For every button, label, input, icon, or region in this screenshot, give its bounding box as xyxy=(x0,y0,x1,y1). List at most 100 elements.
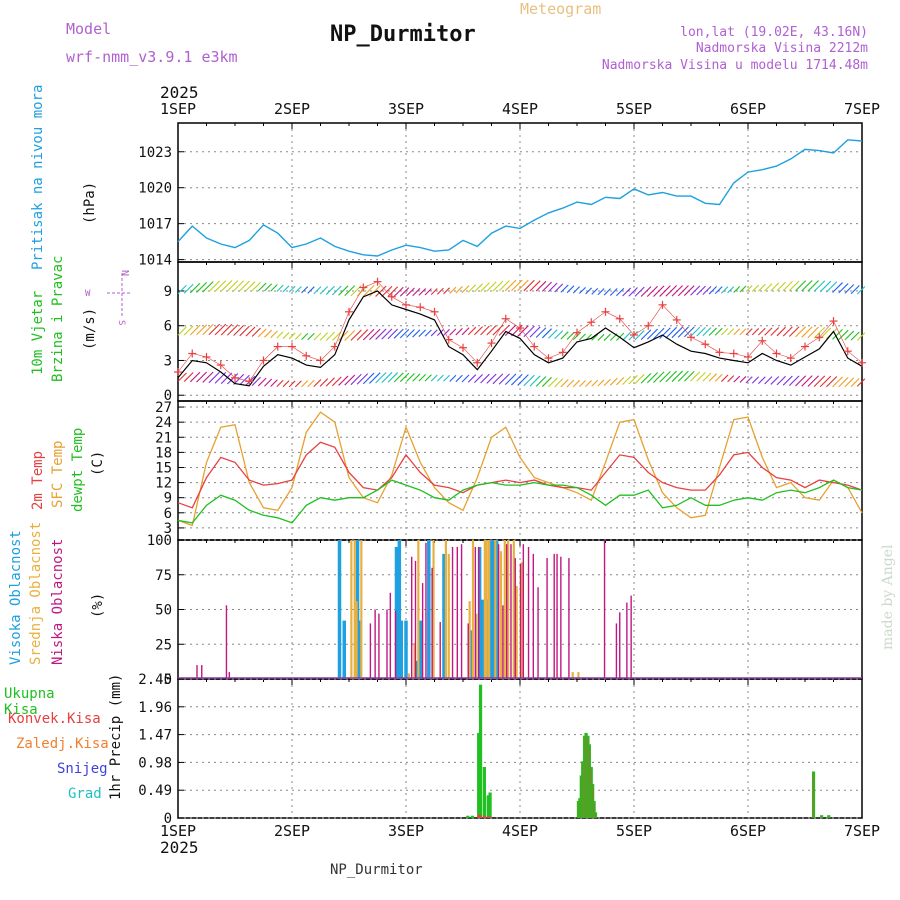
wind-barb xyxy=(517,279,529,292)
wind-barb xyxy=(770,327,780,336)
wind-barb xyxy=(449,374,457,382)
precip-bar-total xyxy=(592,800,596,818)
cloud-bar-low xyxy=(510,544,512,679)
wind-barb xyxy=(832,376,843,388)
wind-barb xyxy=(801,326,813,338)
wind-barb xyxy=(585,287,592,295)
wind-barb xyxy=(436,287,444,295)
wind-barb xyxy=(795,326,807,338)
x-tick-label-bottom: 3SEP xyxy=(388,822,424,840)
cloud-bar-low xyxy=(497,544,500,679)
wind-barb xyxy=(338,375,349,386)
wind-barb xyxy=(430,374,438,382)
precip-bar-conv xyxy=(486,816,490,818)
wind-barb xyxy=(776,375,786,386)
wind-barb xyxy=(714,286,723,295)
precip-bar-total xyxy=(820,815,824,818)
cloud-bar-low xyxy=(519,563,522,679)
wind-barb xyxy=(578,286,586,294)
precip-bar-total xyxy=(482,766,486,818)
wind-barb xyxy=(183,372,194,382)
compass-w: W xyxy=(85,289,91,299)
wind-barb xyxy=(338,285,349,296)
wind-barb xyxy=(220,280,233,292)
wind-barb xyxy=(412,287,421,297)
temperature-ytick-label: 21 xyxy=(155,430,172,446)
x-tick-label-top: 3SEP xyxy=(388,100,424,118)
wind-barb xyxy=(492,280,504,292)
wind-barb xyxy=(183,325,194,336)
cloud-bar-low xyxy=(553,553,555,679)
wind-barb xyxy=(307,286,315,294)
wind-barb xyxy=(653,371,665,383)
cloud-bar-low xyxy=(474,546,477,679)
wind-barb xyxy=(344,330,356,341)
wind-barb xyxy=(375,285,387,297)
wind-barb xyxy=(356,373,369,385)
wind-barb xyxy=(653,327,665,340)
wind-barb xyxy=(616,332,625,341)
wind-barb xyxy=(671,370,684,382)
pressure-unit: (hPa) xyxy=(82,181,98,224)
wind-barb xyxy=(628,331,638,341)
clouds-ytick-label: 25 xyxy=(155,637,172,653)
wind-axis-title-2: Brzina i Pravac xyxy=(50,255,66,382)
precip-frame xyxy=(177,678,863,819)
wind-barb xyxy=(708,373,717,382)
wind-barb xyxy=(387,372,399,383)
wind-barb xyxy=(436,374,444,382)
cloud-bar-mid xyxy=(413,642,416,679)
cloud-mid-title: Srednja Oblacnost xyxy=(28,521,44,665)
cloud-bar-mid xyxy=(507,540,510,679)
cloud-bar-mid xyxy=(520,562,523,679)
x-tick-label-bottom: 6SEP xyxy=(730,822,766,840)
cloud-bar-low xyxy=(619,612,621,679)
precip-bar-total xyxy=(486,795,490,818)
wind-barb xyxy=(418,329,427,338)
precip-bar-conv xyxy=(488,816,492,818)
cloud-bar-low xyxy=(506,544,508,679)
wind-barb xyxy=(733,375,741,383)
legend-total: Ukupna Kisa xyxy=(4,686,55,718)
wind-barb xyxy=(585,333,592,341)
cloud-bar-low xyxy=(537,587,539,679)
cloud-bar-high xyxy=(488,540,492,679)
wind-barb xyxy=(529,280,541,292)
precip-bar-overlay xyxy=(585,734,587,818)
cloud-bar-mid xyxy=(512,540,515,679)
wind-barb xyxy=(807,375,819,387)
wind-barb xyxy=(294,286,302,293)
temperature-ytick-label: 6 xyxy=(164,506,172,522)
wind-barb xyxy=(208,280,220,293)
wind-barb xyxy=(838,377,849,388)
wind-barb xyxy=(227,324,239,336)
cloud-bar-low xyxy=(514,558,516,679)
pressure-ytick-label: 1014 xyxy=(138,253,172,269)
wind-barb xyxy=(325,331,335,341)
wind-barb xyxy=(795,280,807,292)
wind-barb xyxy=(239,325,250,337)
wind-barb xyxy=(331,285,342,296)
wind-barb xyxy=(591,379,599,387)
cloud-bar-low xyxy=(460,544,463,679)
wind-barb xyxy=(461,285,470,294)
precip-bar-total xyxy=(478,684,483,818)
wind-barb xyxy=(381,328,393,340)
cloud-bar-low xyxy=(414,560,417,679)
cloud-bar-high xyxy=(414,660,419,679)
wind-barb xyxy=(727,328,735,336)
wind-barb xyxy=(387,286,399,297)
legend-snow: Snijeg xyxy=(57,761,108,777)
wind-barb xyxy=(350,373,362,386)
wind-barb xyxy=(560,284,569,293)
cloud-bar-high xyxy=(477,546,482,679)
lonlat: lon,lat (19.02E, 43.16N) xyxy=(680,25,868,40)
wind-barb xyxy=(233,373,245,385)
wind-barb xyxy=(486,281,497,292)
wind-barb xyxy=(319,378,329,387)
wind-barb xyxy=(239,374,250,386)
wind-barb xyxy=(381,372,393,384)
wind-barb xyxy=(480,325,490,336)
wind-barb xyxy=(430,288,438,296)
wind-barb xyxy=(529,375,541,387)
